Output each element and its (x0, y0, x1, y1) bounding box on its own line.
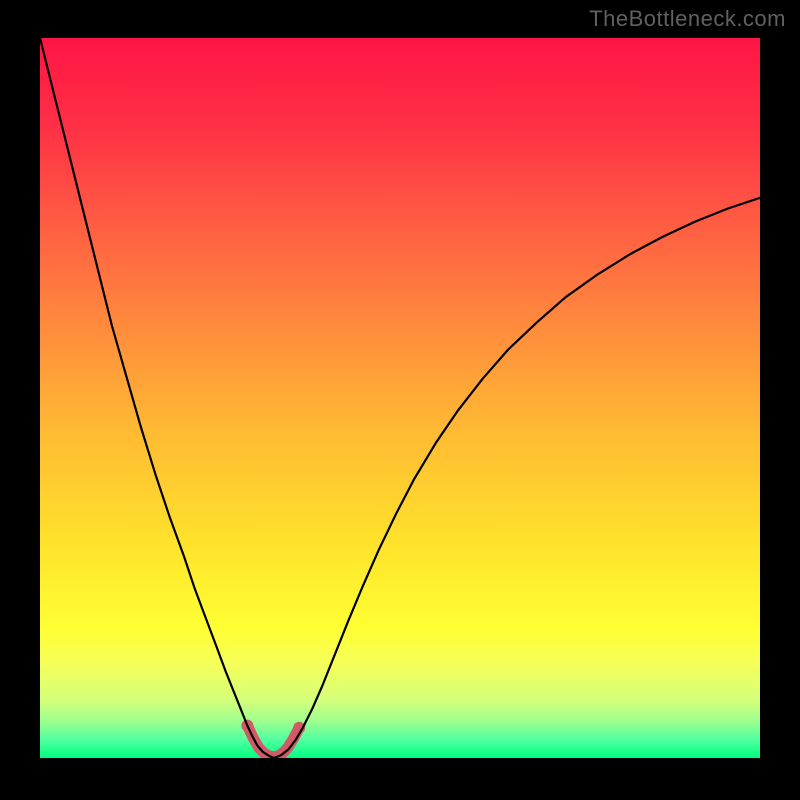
gradient-background (40, 38, 760, 758)
plot-area (40, 38, 760, 758)
watermark-text: TheBottleneck.com (589, 6, 786, 32)
